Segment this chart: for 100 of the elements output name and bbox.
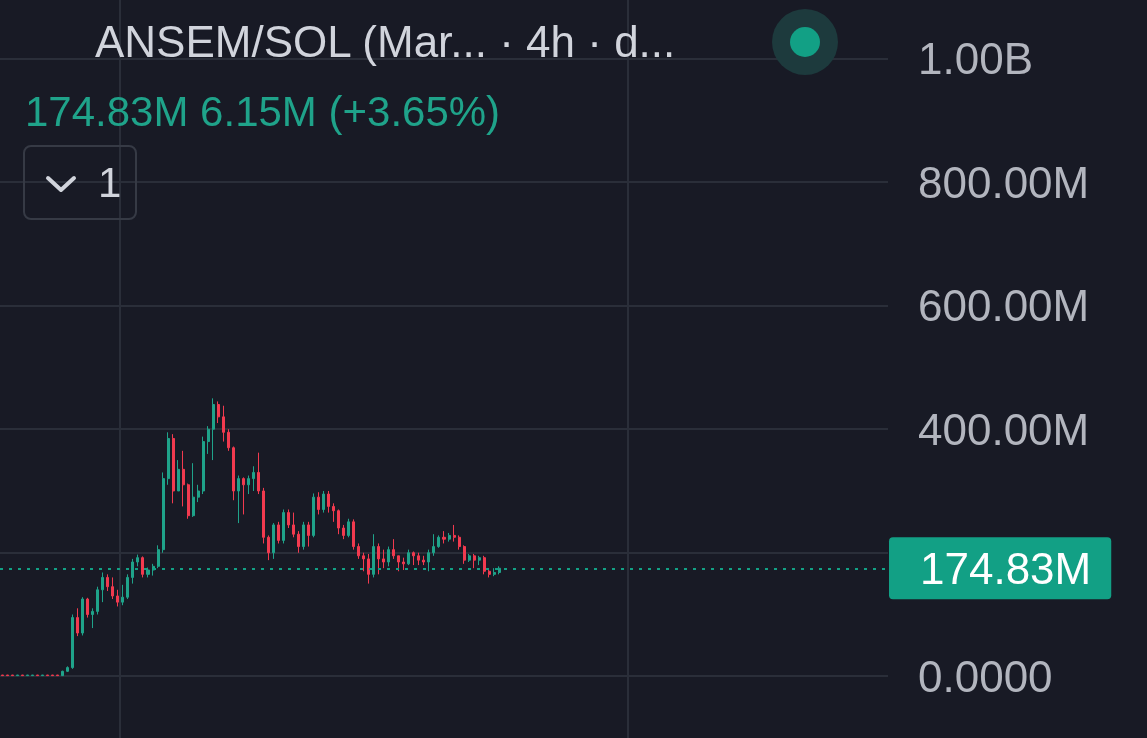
- candlestick: [66, 665, 69, 673]
- candlestick: [427, 549, 430, 572]
- candlestick: [432, 533, 435, 557]
- candlestick: [51, 674, 54, 677]
- candlestick: [322, 490, 325, 514]
- candlestick: [227, 428, 230, 452]
- candlestick: [222, 405, 225, 443]
- candlestick: [453, 524, 456, 543]
- candlestick: [202, 436, 205, 495]
- candlestick: [247, 475, 250, 495]
- chart-title: ANSEM/SOL (Mar... · 4h · d...: [95, 16, 676, 66]
- candlestick: [372, 533, 375, 578]
- text: 174.83M 6.15M (+3.65%): [25, 87, 501, 135]
- candlestick: [442, 530, 446, 544]
- candlestick: [437, 534, 440, 549]
- candlestick: [167, 431, 170, 486]
- candlestick: [212, 397, 215, 461]
- candlestick: [407, 549, 410, 566]
- candlestick: [136, 554, 139, 567]
- candlestick: [11, 674, 14, 677]
- candlestick: [458, 534, 461, 551]
- candlestick: [26, 674, 29, 677]
- candlestick: [478, 555, 481, 566]
- candlestick: [473, 553, 476, 569]
- candlestick: [392, 538, 395, 560]
- y-tick-label: 800.00M: [918, 157, 1090, 207]
- candlestick: [317, 491, 320, 515]
- candlestick: [126, 573, 129, 600]
- candlestick: [197, 484, 200, 503]
- candlestick: [162, 471, 165, 554]
- y-tick-label: 400.00M: [918, 404, 1090, 454]
- candlestick: [187, 483, 190, 520]
- candlestick: [262, 487, 265, 544]
- candlestick: [412, 550, 415, 566]
- candlestick: [91, 607, 94, 629]
- collapse-button: 1: [23, 145, 137, 220]
- candlestick: [257, 452, 260, 495]
- candlestick: [96, 586, 99, 615]
- candlestick: [312, 492, 315, 538]
- candlestick: [1, 674, 4, 677]
- candlestick: [327, 490, 330, 514]
- candlestick: [307, 521, 310, 548]
- candlestick: [483, 555, 486, 575]
- candlestick: [16, 674, 19, 677]
- candlestick: [157, 544, 160, 569]
- candlestick: [101, 571, 104, 603]
- candlestick: [31, 674, 34, 677]
- candlestick: [121, 584, 124, 606]
- candlestick: [382, 549, 385, 569]
- candlestick: [302, 521, 305, 551]
- candlestick: [41, 674, 44, 677]
- candlestick: [468, 553, 471, 563]
- candlestick: [402, 557, 405, 571]
- candlestick: [237, 475, 240, 524]
- candlestick: [463, 544, 466, 565]
- y-tick-label: 1.00B: [918, 34, 1033, 84]
- candlestick: [387, 546, 390, 567]
- candlestick: [282, 509, 285, 544]
- candlestick: [252, 465, 255, 492]
- candlestick: [146, 567, 150, 578]
- candlestick: [46, 674, 49, 677]
- y-tick-label: 0.0000: [918, 651, 1053, 701]
- candlestick: [352, 518, 355, 551]
- candlestick: [81, 596, 84, 636]
- candlestick: [76, 607, 79, 637]
- candlestick: [422, 555, 425, 566]
- candlestick: [267, 534, 270, 561]
- candlestick: [131, 558, 134, 585]
- candlestick: [71, 613, 74, 670]
- candlestick: [21, 674, 24, 677]
- candlestick: [297, 530, 300, 554]
- candlestick: [182, 450, 185, 507]
- candlestick: [362, 552, 365, 572]
- candlestick: [106, 573, 109, 592]
- candlestick: [232, 446, 235, 501]
- candlestick: [86, 597, 89, 619]
- candlestick: [172, 433, 175, 504]
- candlestick: [493, 567, 496, 577]
- candlestick: [448, 532, 451, 543]
- candlestick: [56, 674, 59, 677]
- candlestick: [242, 476, 245, 515]
- candlestick: [272, 522, 275, 560]
- candlestick: [36, 674, 39, 677]
- annotation: 1: [98, 159, 122, 206]
- candlestick: [111, 576, 114, 600]
- y-tick-label: 600.00M: [918, 281, 1090, 331]
- candlestick: [417, 552, 420, 566]
- candlestick: [367, 553, 370, 585]
- candlestick: [217, 400, 220, 424]
- candlestick: [397, 555, 400, 572]
- candlestick: [192, 462, 195, 518]
- candlestick: [116, 589, 119, 607]
- ref-line-label: 174.83M: [920, 543, 1092, 593]
- candlestick: [357, 542, 360, 560]
- candlestick: [141, 555, 144, 578]
- candlestick: [61, 670, 64, 677]
- candlestick: [332, 502, 335, 523]
- candlestick: [277, 521, 280, 544]
- candlestick: [488, 569, 491, 578]
- candlestick: [6, 674, 9, 677]
